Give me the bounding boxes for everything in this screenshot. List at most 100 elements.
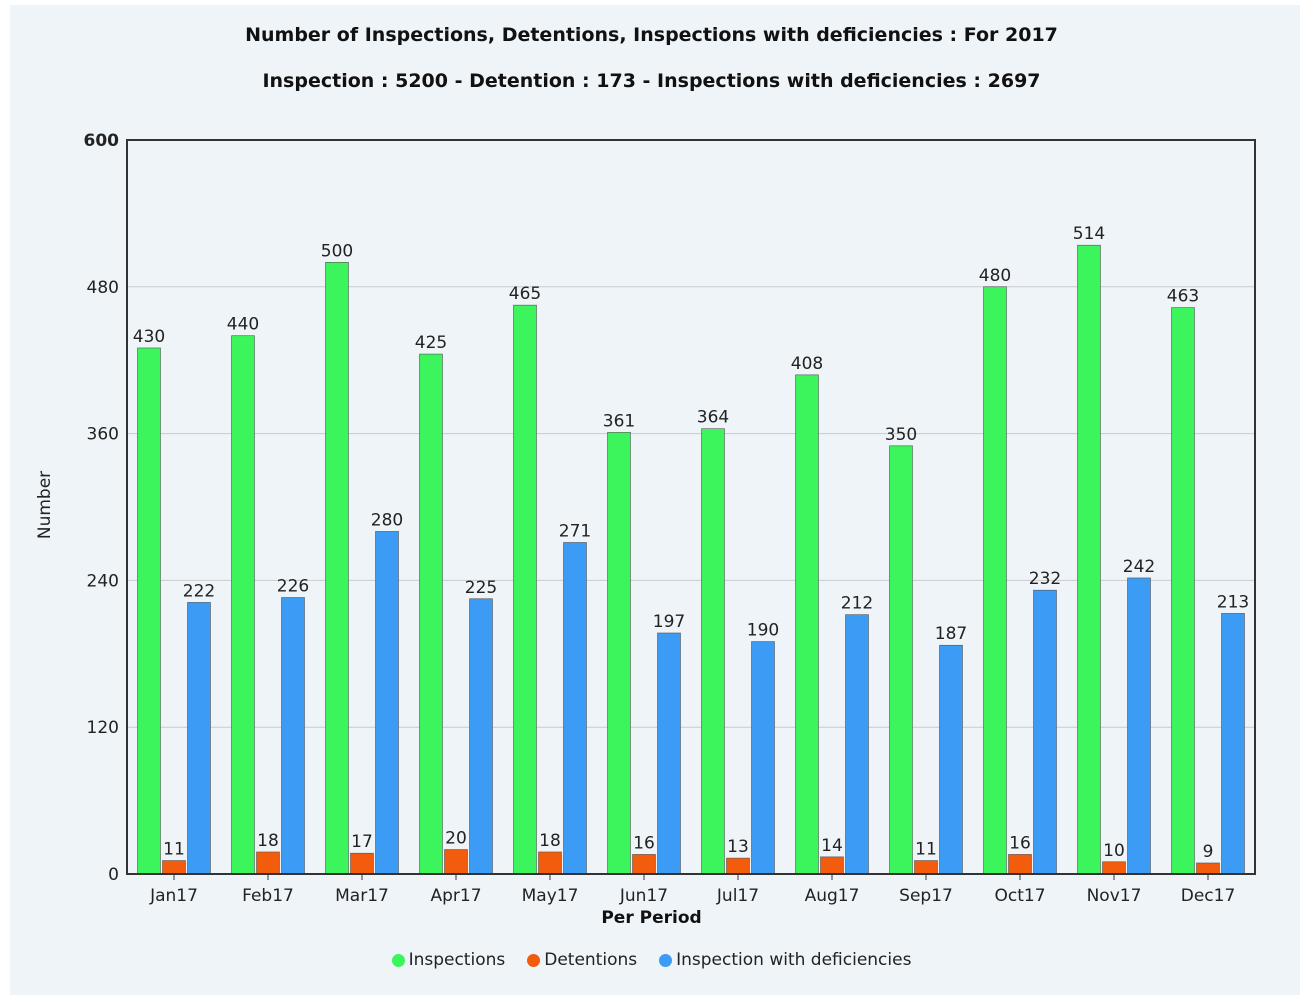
y-axis-label: Number xyxy=(35,470,55,540)
x-tick-label: Dec17 xyxy=(1181,886,1236,906)
y-tick-label: 480 xyxy=(87,278,119,298)
plot-frame xyxy=(126,139,1256,875)
data-label-inspections: 361 xyxy=(603,411,635,431)
bar-inspections xyxy=(795,374,819,875)
bar-deficiencies xyxy=(281,597,305,875)
x-tick-label: Jan17 xyxy=(149,886,198,906)
data-label-detentions: 16 xyxy=(1009,833,1031,853)
data-label-inspections: 408 xyxy=(791,354,823,374)
bar-deficiencies xyxy=(939,644,963,875)
bar-detentions xyxy=(256,851,280,875)
bar-inspections xyxy=(607,432,631,875)
bar-detentions xyxy=(162,860,186,875)
bar-inspections xyxy=(889,445,913,875)
x-tick-label: Jun17 xyxy=(619,886,668,906)
legend-label-detentions: Detentions xyxy=(544,950,638,970)
legend-item-detentions[interactable]: Detentions xyxy=(527,950,637,970)
data-label-detentions: 9 xyxy=(1203,842,1214,862)
data-label-detentions: 10 xyxy=(1103,841,1125,861)
bar-detentions xyxy=(1196,862,1220,875)
data-label-deficiencies: 187 xyxy=(935,624,967,644)
x-tick-label: Mar17 xyxy=(335,886,389,906)
x-axis-label: Per Period xyxy=(601,908,702,928)
data-label-detentions: 11 xyxy=(915,840,937,860)
y-tick-label: 240 xyxy=(87,571,119,591)
data-label-inspections: 465 xyxy=(509,284,541,304)
data-label-detentions: 18 xyxy=(257,831,279,851)
data-label-inspections: 463 xyxy=(1167,287,1199,307)
data-label-deficiencies: 222 xyxy=(183,581,215,601)
bar-detentions xyxy=(444,849,468,875)
data-label-detentions: 11 xyxy=(163,840,185,860)
data-label-detentions: 18 xyxy=(539,831,561,851)
legend: Inspections Detentions Inspection with d… xyxy=(0,950,1303,970)
bar-detentions xyxy=(726,857,750,875)
data-label-inspections: 350 xyxy=(885,425,917,445)
data-label-detentions: 20 xyxy=(445,829,467,849)
bar-inspections xyxy=(513,304,537,875)
bar-detentions xyxy=(1102,861,1126,875)
legend-swatch-inspections xyxy=(391,953,405,967)
x-tick-label: Oct17 xyxy=(994,886,1045,906)
data-label-deficiencies: 212 xyxy=(841,594,873,614)
data-label-detentions: 16 xyxy=(633,833,655,853)
y-tick-label: 360 xyxy=(87,425,119,445)
bar-deficiencies xyxy=(1127,577,1151,875)
bar-deficiencies xyxy=(1033,589,1057,875)
legend-swatch-detentions xyxy=(527,953,541,967)
chart-subtitle: Inspection : 5200 - Detention : 173 - In… xyxy=(262,70,1041,92)
x-tick-label: Jul17 xyxy=(716,886,759,906)
data-label-inspections: 440 xyxy=(227,315,259,335)
data-label-deficiencies: 271 xyxy=(559,521,591,541)
data-label-deficiencies: 190 xyxy=(747,621,779,641)
bar-deficiencies xyxy=(751,641,775,875)
y-tick-label: 120 xyxy=(87,718,119,738)
bar-inspections xyxy=(701,428,725,875)
data-label-deficiencies: 213 xyxy=(1217,592,1249,612)
bar-deficiencies xyxy=(375,531,399,875)
bar-detentions xyxy=(632,854,656,875)
plot-area xyxy=(127,140,1255,874)
chart-title: Number of Inspections, Detentions, Inspe… xyxy=(245,24,1058,46)
data-label-deficiencies: 226 xyxy=(277,577,309,597)
bar-detentions xyxy=(820,856,844,875)
legend-label-inspections: Inspections xyxy=(408,950,506,970)
data-label-inspections: 364 xyxy=(697,408,729,428)
bar-inspections xyxy=(325,262,349,875)
bar-detentions xyxy=(1008,854,1032,875)
bar-detentions xyxy=(914,860,938,875)
legend-label-deficiencies: Inspection with deficiencies xyxy=(676,950,912,970)
data-label-inspections: 480 xyxy=(979,266,1011,286)
legend-item-inspections[interactable]: Inspections xyxy=(391,950,506,970)
data-label-detentions: 17 xyxy=(351,832,373,852)
data-label-deficiencies: 197 xyxy=(653,612,685,632)
bar-detentions xyxy=(350,852,374,875)
x-tick-label: May17 xyxy=(522,886,579,906)
x-tick-label: Aug17 xyxy=(805,886,860,906)
bar-deficiencies xyxy=(563,542,587,875)
bar-deficiencies xyxy=(657,632,681,875)
x-tick-label: Apr17 xyxy=(430,886,481,906)
bar-inspections xyxy=(1171,307,1195,875)
bar-deficiencies xyxy=(845,614,869,875)
data-label-inspections: 514 xyxy=(1073,224,1105,244)
data-label-detentions: 14 xyxy=(821,836,843,856)
x-tick-label: Sep17 xyxy=(899,886,953,906)
data-label-inspections: 430 xyxy=(133,327,165,347)
bar-inspections xyxy=(983,286,1007,875)
legend-item-deficiencies[interactable]: Inspection with deficiencies xyxy=(659,950,911,970)
data-label-inspections: 425 xyxy=(415,333,447,353)
bar-inspections xyxy=(137,347,161,875)
bar-deficiencies xyxy=(187,602,211,875)
data-label-deficiencies: 242 xyxy=(1123,557,1155,577)
y-tick-label: 600 xyxy=(84,131,120,151)
bar-inspections xyxy=(1077,244,1101,875)
bar-deficiencies xyxy=(1221,613,1245,875)
data-label-deficiencies: 232 xyxy=(1029,569,1061,589)
y-tick-label: 0 xyxy=(108,865,119,885)
bar-detentions xyxy=(538,851,562,875)
data-label-detentions: 13 xyxy=(727,837,749,857)
data-label-deficiencies: 280 xyxy=(371,510,403,530)
legend-swatch-deficiencies xyxy=(659,953,673,967)
